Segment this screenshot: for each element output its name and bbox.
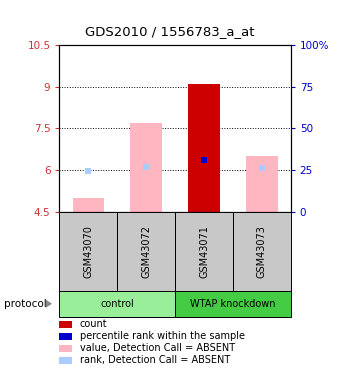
- Text: count: count: [80, 320, 107, 329]
- Bar: [188, 84, 220, 212]
- Bar: [59, 291, 175, 317]
- Text: GSM43071: GSM43071: [199, 225, 209, 278]
- Bar: [72, 198, 104, 212]
- Bar: [117, 212, 175, 291]
- Bar: [130, 123, 162, 212]
- Text: GDS2010 / 1556783_a_at: GDS2010 / 1556783_a_at: [85, 26, 255, 38]
- Text: WTAP knockdown: WTAP knockdown: [190, 299, 276, 309]
- Text: percentile rank within the sample: percentile rank within the sample: [80, 332, 245, 341]
- Text: GSM43073: GSM43073: [257, 225, 267, 278]
- Bar: [175, 291, 291, 317]
- Text: rank, Detection Call = ABSENT: rank, Detection Call = ABSENT: [80, 356, 230, 365]
- Text: GSM43072: GSM43072: [141, 225, 151, 278]
- Text: control: control: [100, 299, 134, 309]
- Text: GSM43070: GSM43070: [83, 225, 94, 278]
- Bar: [233, 212, 291, 291]
- Bar: [59, 212, 117, 291]
- Bar: [175, 212, 233, 291]
- Text: value, Detection Call = ABSENT: value, Detection Call = ABSENT: [80, 344, 235, 353]
- Text: protocol: protocol: [4, 299, 47, 309]
- Bar: [246, 156, 278, 212]
